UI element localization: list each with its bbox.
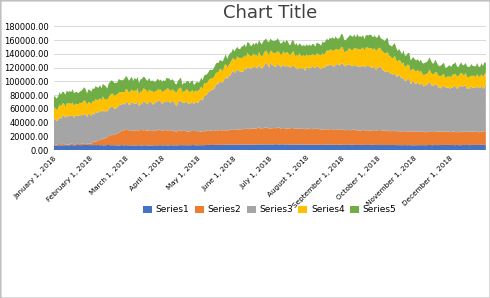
Title: Chart Title: Chart Title xyxy=(222,4,317,22)
Legend: Series1, Series2, Series3, Series4, Series5: Series1, Series2, Series3, Series4, Seri… xyxy=(140,202,400,218)
